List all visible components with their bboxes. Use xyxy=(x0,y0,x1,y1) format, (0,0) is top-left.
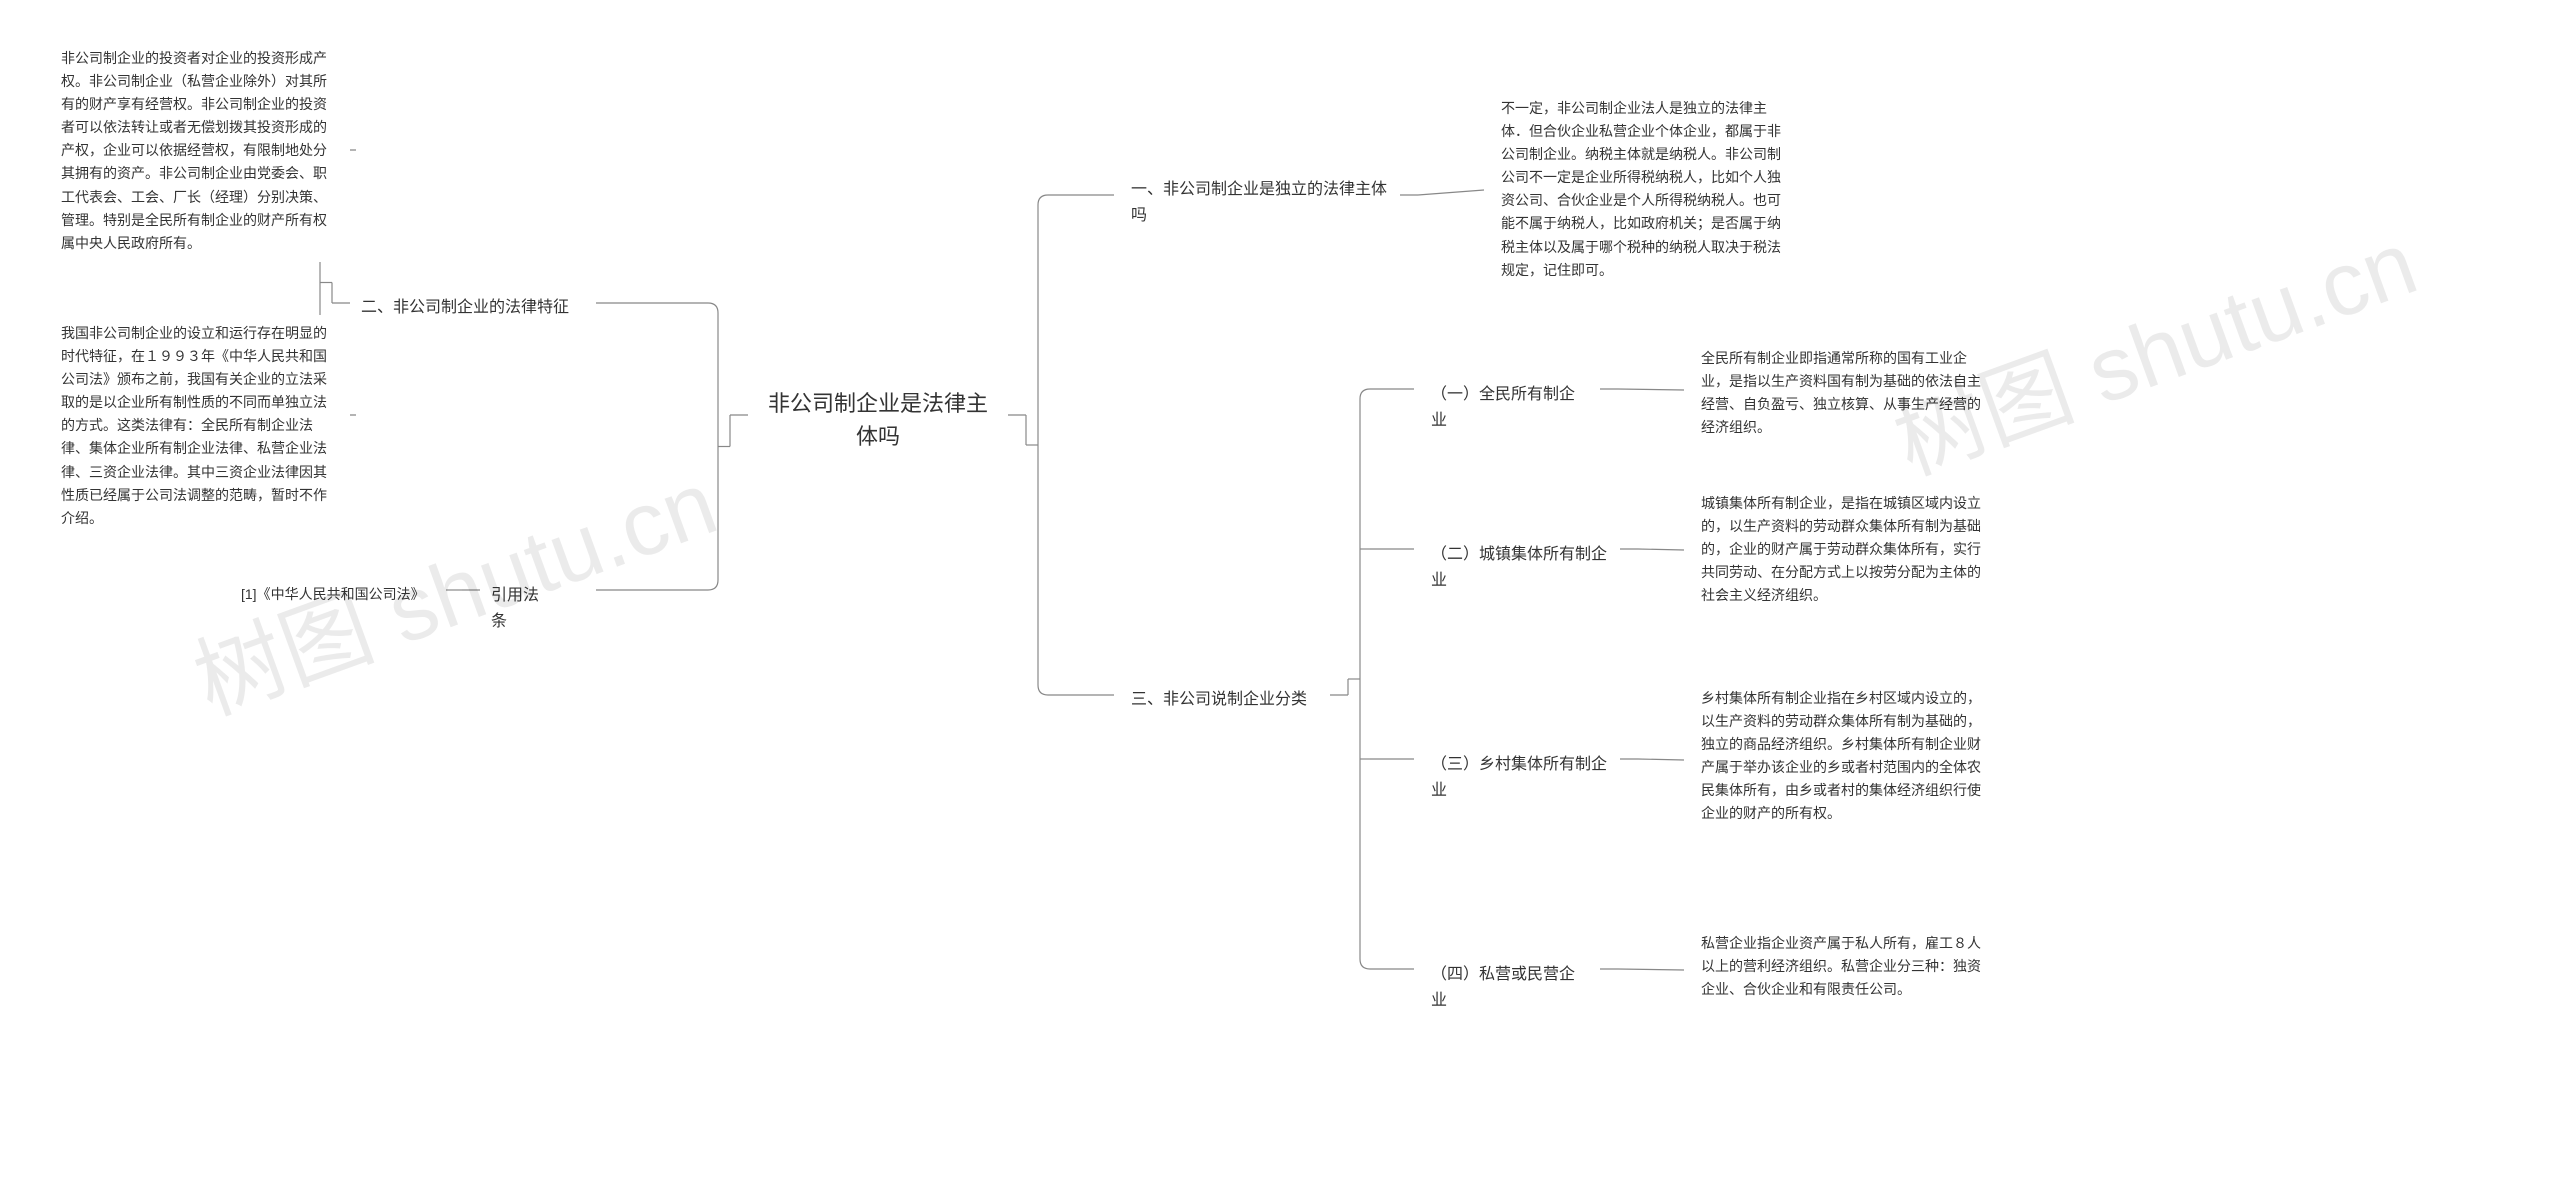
branch-R3a: （一）全民所有制企业 xyxy=(1420,375,1600,440)
root-text: 非公司制企业是法律主体吗 xyxy=(768,391,988,449)
branch-label: 二、非公司制企业的法律特征 xyxy=(361,299,569,316)
branch-left-ref: 引用法条 xyxy=(480,576,560,641)
leaf-text: [1]《中华人民共和国公司法》 xyxy=(241,586,425,602)
branch-R3c: （三）乡村集体所有制企业 xyxy=(1420,745,1620,810)
leaf-R3b1: 城镇集体所有制企业，是指在城镇区域内设立的，以生产资料的劳动群众集体所有制为基础… xyxy=(1690,485,2000,614)
leaf-R3c1: 乡村集体所有制企业指在乡村区域内设立的，以生产资料的劳动群众集体所有制为基础的，… xyxy=(1690,680,2000,833)
leaf-text: 不一定，非公司制企业法人是独立的法律主体．但合伙企业私营企业个体企业，都属于非公… xyxy=(1501,100,1781,278)
branch-label: （四）私营或民营企业 xyxy=(1431,966,1575,1009)
leaf-text: 乡村集体所有制企业指在乡村区域内设立的，以生产资料的劳动群众集体所有制为基础的，… xyxy=(1701,690,1981,821)
branch-label: 引用法条 xyxy=(491,587,539,630)
branch-right-3: 三、非公司说制企业分类 xyxy=(1120,680,1330,720)
branch-label: 一、非公司制企业是独立的法律主体吗 xyxy=(1131,181,1387,224)
branch-label: （一）全民所有制企业 xyxy=(1431,386,1575,429)
branch-label: （三）乡村集体所有制企业 xyxy=(1431,756,1607,799)
leaf-R3a1: 全民所有制企业即指通常所称的国有工业企业，是指以生产资料国有制为基础的依法自主经… xyxy=(1690,340,2000,446)
branch-right-1: 一、非公司制企业是独立的法律主体吗 xyxy=(1120,170,1400,235)
branch-R3b: （二）城镇集体所有制企业 xyxy=(1420,535,1620,600)
leaf-Lref1: [1]《中华人民共和国公司法》 xyxy=(230,576,440,613)
branch-left-2: 二、非公司制企业的法律特征 xyxy=(350,288,590,328)
leaf-text: 非公司制企业的投资者对企业的投资形成产权。非公司制企业（私营企业除外）对其所有的… xyxy=(61,50,327,251)
branch-label: （二）城镇集体所有制企业 xyxy=(1431,546,1607,589)
leaf-text: 全民所有制企业即指通常所称的国有工业企业，是指以生产资料国有制为基础的依法自主经… xyxy=(1701,350,1981,435)
leaf-R1a: 不一定，非公司制企业法人是独立的法律主体．但合伙企业私营企业个体企业，都属于非公… xyxy=(1490,90,1800,289)
mindmap-root: 非公司制企业是法律主体吗 xyxy=(748,380,1008,460)
leaf-text: 城镇集体所有制企业，是指在城镇区域内设立的，以生产资料的劳动群众集体所有制为基础… xyxy=(1701,495,1981,603)
leaf-L2b: 我国非公司制企业的设立和运行存在明显的时代特征，在１９９３年《中华人民共和国公司… xyxy=(50,315,350,537)
branch-label: 三、非公司说制企业分类 xyxy=(1131,691,1307,708)
leaf-text: 私营企业指企业资产属于私人所有，雇工８人以上的营利经济组织。私营企业分三种：独资… xyxy=(1701,935,1981,997)
leaf-R3d1: 私营企业指企业资产属于私人所有，雇工８人以上的营利经济组织。私营企业分三种：独资… xyxy=(1690,925,2000,1008)
leaf-text: 我国非公司制企业的设立和运行存在明显的时代特征，在１９９３年《中华人民共和国公司… xyxy=(61,325,327,526)
branch-R3d: （四）私营或民营企业 xyxy=(1420,955,1600,1020)
leaf-L2a: 非公司制企业的投资者对企业的投资形成产权。非公司制企业（私营企业除外）对其所有的… xyxy=(50,40,350,262)
